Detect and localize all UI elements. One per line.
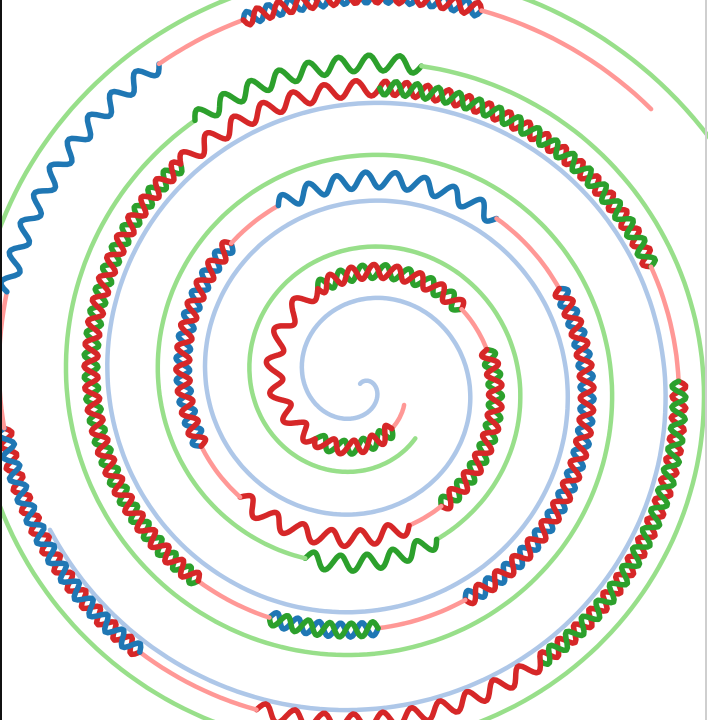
helix-strand (376, 79, 659, 270)
wave-segment (0, 61, 162, 295)
track-line-segment (228, 203, 281, 246)
track-line-segment (63, 118, 615, 658)
track-line-segment (47, 100, 668, 713)
helix-strand (462, 285, 597, 607)
helix-strand (315, 261, 467, 312)
inner-blue-track (47, 100, 668, 713)
track-line-segment (156, 17, 246, 67)
track-line-segment (389, 402, 407, 431)
track-line-segment (137, 649, 259, 712)
helix-strand (537, 378, 689, 668)
helix-strand (376, 78, 654, 270)
red-track (0, 0, 689, 720)
track-line-segment (494, 216, 562, 291)
helix-strand (81, 159, 203, 584)
wave-segment (192, 52, 425, 124)
helix-strand (240, 0, 485, 28)
helix-strand (240, 0, 485, 25)
wave-segment (302, 536, 440, 574)
helix-strand (438, 346, 505, 512)
track-line-segment (479, 8, 654, 112)
helix-strand (173, 239, 234, 449)
track-line-segment (195, 578, 272, 620)
track-line-segment (406, 503, 444, 528)
wave-segment (263, 285, 321, 445)
track-line-segment (375, 597, 468, 631)
wave-segment (177, 78, 383, 167)
wave-segment (253, 658, 544, 720)
wave-segment (275, 169, 500, 224)
wave-segment (237, 492, 412, 550)
left-border (0, 0, 2, 720)
track-line-segment (247, 244, 523, 542)
helix-strand (266, 612, 381, 640)
helix-strand (311, 422, 395, 457)
track-line-segment (648, 264, 681, 384)
helix-strand (0, 425, 144, 655)
track-line-segment (459, 306, 490, 352)
right-border (705, 0, 707, 720)
track-line-segment (198, 443, 243, 500)
